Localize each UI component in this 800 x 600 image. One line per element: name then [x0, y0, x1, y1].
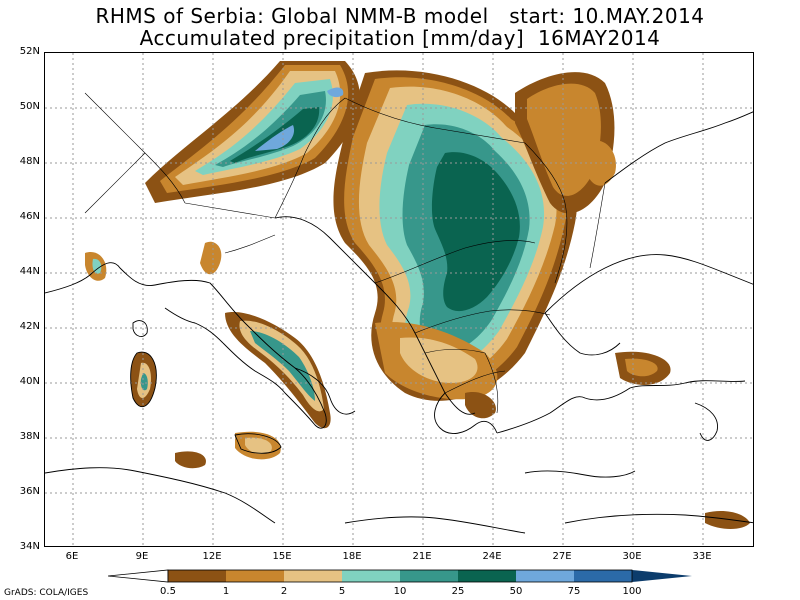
colorbar-label: 1	[222, 586, 230, 597]
map-frame	[44, 52, 754, 547]
colorbar-label: 100	[622, 586, 642, 597]
colorbar-label: 25	[451, 586, 465, 597]
lon-label: 18E	[342, 551, 362, 562]
lat-label: 52N	[19, 46, 40, 57]
precip-field-central	[333, 70, 577, 401]
colorbar-swatch	[226, 570, 284, 582]
colorbar-label: 0.5	[160, 586, 176, 597]
lon-label: 9E	[135, 551, 149, 562]
coastlines	[45, 111, 753, 534]
precip-field-italy	[85, 241, 331, 469]
lon-label: 30E	[622, 551, 642, 562]
precipitation-map	[45, 53, 753, 546]
colorbar-swatch	[516, 570, 574, 582]
chart-title-line1: RHMS of Serbia: Global NMM-B model start…	[95, 4, 705, 28]
lon-label: 21E	[412, 551, 432, 562]
colorbar-label: 50	[509, 586, 523, 597]
colorbar-left-arrow	[108, 569, 169, 583]
colorbar-swatch	[168, 570, 226, 582]
lat-label: 46N	[19, 211, 40, 222]
lat-label: 34N	[19, 541, 40, 552]
precip-field-south	[375, 322, 750, 529]
colorbar-label: 2	[280, 586, 288, 597]
lat-label: 36N	[19, 486, 40, 497]
colorbar-swatch	[400, 570, 458, 582]
lat-label: 40N	[19, 376, 40, 387]
colorbar-label: 75	[567, 586, 581, 597]
colorbar-swatch	[574, 570, 632, 582]
lon-label: 24E	[482, 551, 502, 562]
chart-title-line2: Accumulated precipitation [mm/day] 16MAY…	[139, 26, 661, 50]
lon-label: 6E	[65, 551, 79, 562]
colorbar-swatch	[458, 570, 516, 582]
colorbar-swatch	[284, 570, 342, 582]
lon-label: 33E	[692, 551, 712, 562]
precip-field-northwest	[145, 61, 360, 203]
lat-label: 50N	[19, 101, 40, 112]
colorbar	[108, 569, 692, 583]
lat-label: 42N	[19, 321, 40, 332]
lat-label: 38N	[19, 431, 40, 442]
lat-label: 48N	[19, 156, 40, 167]
lon-label: 27E	[552, 551, 572, 562]
grads-credit: GrADS: COLA/IGES	[4, 588, 89, 598]
graticule	[45, 53, 753, 546]
colorbar-swatch	[342, 570, 400, 582]
country-borders	[84, 92, 606, 414]
colorbar-label: 10	[393, 586, 407, 597]
colorbar-label: 5	[338, 586, 346, 597]
lon-label: 12E	[202, 551, 222, 562]
colorbar-right-arrow	[632, 570, 692, 582]
lat-label: 44N	[19, 266, 40, 277]
lon-label: 15E	[272, 551, 292, 562]
